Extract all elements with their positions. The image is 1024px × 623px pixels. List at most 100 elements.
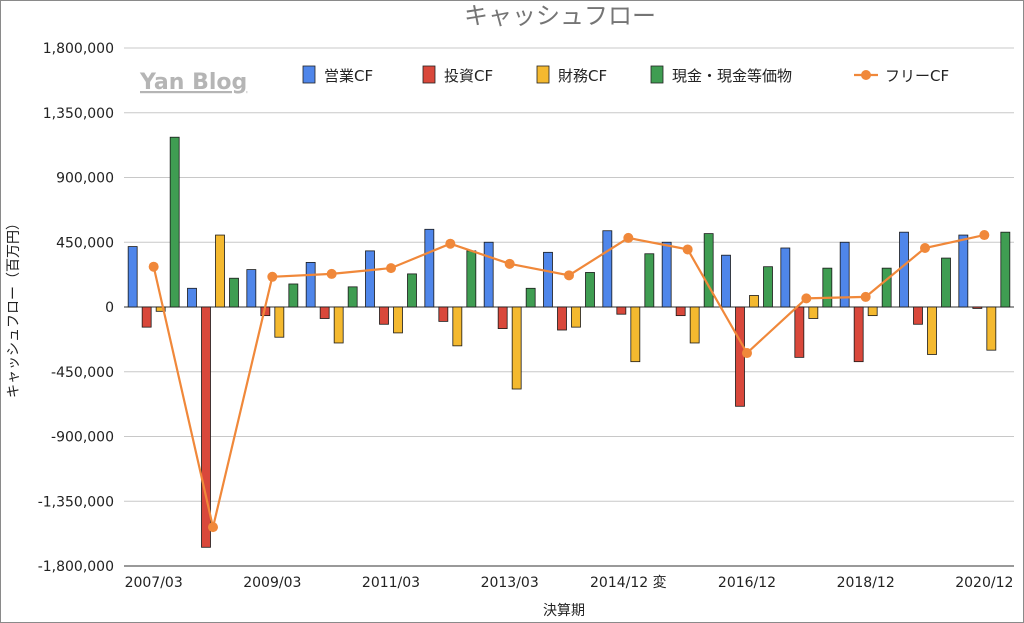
line-point [801,293,812,304]
bar [393,306,403,334]
y-tick-label: -1,350,000 [38,494,114,510]
line-point [326,268,337,279]
y-tick-label: 1,350,000 [43,106,114,122]
y-tick-label: -900,000 [51,430,114,446]
bar [483,241,494,308]
y-tick-label: 450,000 [56,235,114,251]
bar [424,228,435,308]
bar [452,306,463,347]
bar [379,306,389,325]
bar [497,306,508,329]
bar [246,269,257,308]
bar [571,306,581,328]
bar [867,306,878,317]
bar [913,306,923,325]
legend-label: 投資CF [444,67,493,85]
bar [543,251,553,308]
line-point [445,238,456,249]
x-tick-label: 2011/03 [362,575,420,591]
legend-swatch [536,65,550,84]
y-tick-label: -1,800,000 [38,559,114,575]
bar [1000,231,1011,308]
bar [644,253,655,308]
bar [347,286,358,308]
bar-series [127,136,1011,548]
bar [141,306,152,328]
x-axis-ticks: 2007/03 2009/03 2011/03 2013/03 2014/12 変 201… [125,574,1014,591]
bar [215,234,225,308]
x-tick-label: 2013/03 [481,575,539,591]
bar [703,233,714,308]
bar [941,257,951,308]
bar [689,306,700,344]
bar [630,306,641,363]
line-point [564,270,574,281]
legend-label: 現金・現金等価物 [672,67,792,85]
line-series [148,230,990,533]
bar [986,306,997,351]
bar [958,234,969,308]
y-axis-ticks: 1,800,000 1,350,000 900,000 450,000 0 -450,00… [38,41,114,575]
legend-swatch [422,65,436,84]
bar [305,261,316,308]
bar [288,283,299,308]
line-point [920,243,930,254]
legend: 営業CF 投資CF 財務CF 現金・現金等価物 フリーCF [302,65,949,85]
bar [763,266,773,308]
x-axis-label: 決算期 [543,603,585,619]
line-point [208,522,218,533]
bar [749,295,759,308]
x-tick-label: 2007/03 [125,575,183,591]
line-point [148,261,159,272]
legend-swatch [650,65,664,84]
bar [274,306,285,338]
bar [511,306,522,390]
bar [735,306,745,407]
bar [187,287,197,308]
bar [201,306,211,548]
legend-label: フリーCF [885,67,949,85]
line-point [979,230,990,241]
bar [407,273,417,308]
bar [794,306,805,358]
x-tick-label: 2018/12 [837,575,895,591]
line-point [860,291,871,302]
line-point [623,232,634,243]
bar [155,306,166,312]
bar [675,306,686,317]
legend-swatch [302,65,316,84]
x-tick-label: 2016/12 [718,575,776,591]
line-point [267,271,278,282]
x-tick-label: 2014/12 変 [590,574,667,591]
bar [808,306,819,319]
bar [525,287,536,308]
line-point [742,348,752,359]
bar [780,247,791,308]
bar [721,254,731,308]
bar [616,306,627,315]
bar [972,306,983,309]
y-axis-label: キャッシュフロー（百万円） [6,216,22,398]
watermark: Yan Blog [139,70,247,95]
bar [927,306,937,355]
bar [365,250,375,308]
x-tick-label: 2020/12 [955,575,1013,591]
legend-label: 財務CF [558,67,607,85]
bar [466,250,477,308]
bar [438,306,449,322]
bar [899,231,909,308]
y-tick-label: -450,000 [51,365,114,381]
bar [822,267,833,308]
bar [557,306,567,331]
line-point [504,258,515,269]
gridlines [124,47,1014,567]
y-tick-label: 900,000 [56,171,114,187]
bar [602,230,613,308]
bar [839,241,850,308]
bar [169,136,180,308]
chart-title: キャッシュフロー [464,2,656,30]
bar [127,246,138,308]
y-tick-label: 1,800,000 [43,41,114,57]
y-tick-label: 0 [105,300,114,316]
